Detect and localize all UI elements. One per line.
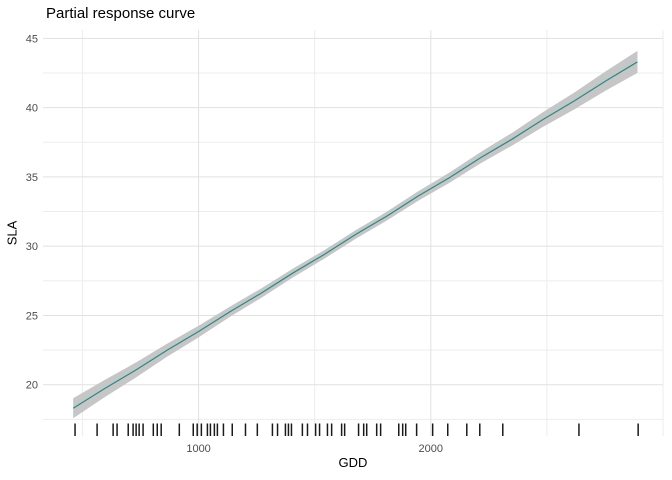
x-tick-label: 1000 bbox=[186, 443, 210, 455]
y-axis-title: SLA bbox=[4, 220, 20, 246]
x-tick-label: 2000 bbox=[419, 443, 443, 455]
x-axis-title: GDD bbox=[338, 455, 368, 470]
y-tick-label: 25 bbox=[26, 310, 38, 322]
chart-title: Partial response curve bbox=[46, 5, 196, 22]
y-tick-label: 30 bbox=[26, 241, 38, 253]
y-tick-label: 35 bbox=[26, 172, 38, 184]
y-tick-label: 40 bbox=[26, 103, 38, 115]
y-tick-label: 20 bbox=[26, 380, 38, 392]
y-tick-label: 45 bbox=[26, 33, 38, 45]
response-line bbox=[72, 61, 638, 409]
